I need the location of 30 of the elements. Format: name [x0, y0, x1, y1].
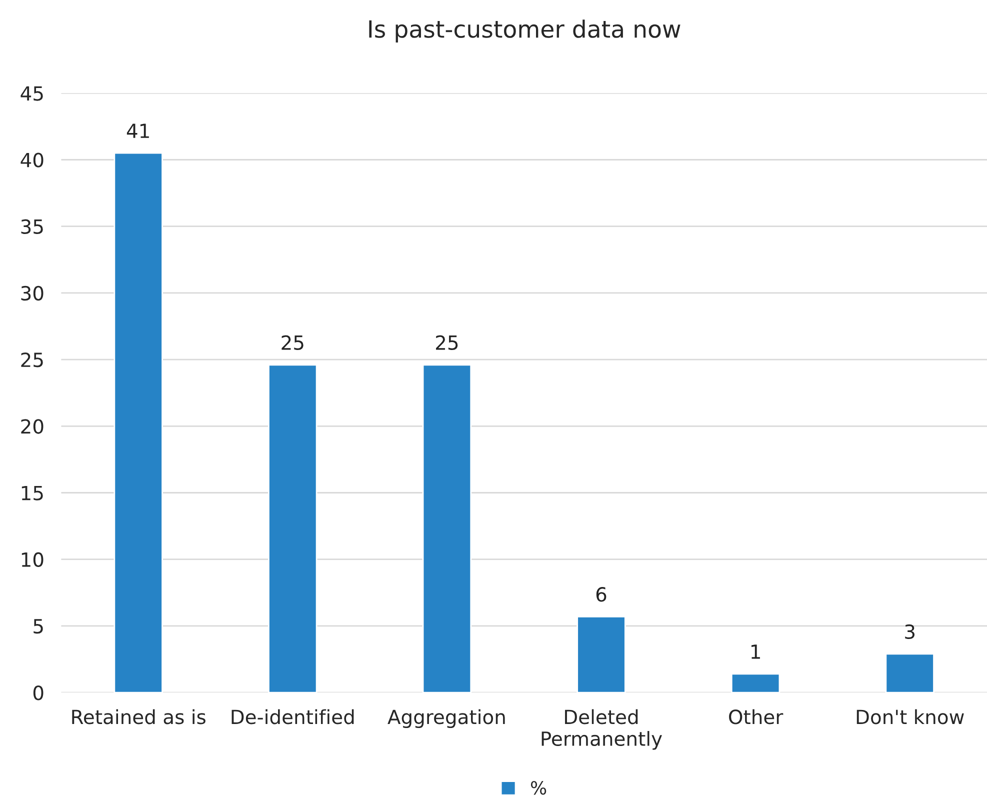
data-label: 25 — [282, 335, 304, 350]
data-label: 1 — [752, 644, 760, 659]
data-label: 25 — [436, 335, 458, 350]
data-label: 6 — [596, 587, 606, 602]
x-tick-label: Aggregation — [388, 709, 505, 728]
data-label: 3 — [905, 624, 914, 640]
legend-label: % — [530, 781, 546, 795]
y-tick-label: 30 — [21, 286, 44, 301]
x-tick-label: Other — [729, 709, 784, 724]
x-tick-label: Retained as is — [72, 709, 206, 724]
y-tick-label: 10 — [22, 552, 44, 568]
x-tick-label: Don't know — [856, 709, 964, 724]
bar — [576, 616, 626, 693]
bar — [114, 152, 163, 693]
y-tick-label: 40 — [20, 152, 44, 168]
bar — [730, 673, 780, 693]
x-tick-label: Deleted Permanently — [542, 709, 662, 750]
y-tick-label: 20 — [21, 419, 44, 434]
y-tick-label: 35 — [21, 219, 43, 234]
y-tick-label: 15 — [22, 486, 43, 500]
bar — [422, 364, 472, 693]
x-tick-label: De-identified — [232, 709, 354, 724]
chart-title: Is past-customer data now — [369, 20, 680, 43]
data-label: 41 — [126, 124, 149, 138]
y-tick-label: 0 — [33, 686, 44, 700]
y-tick-label: 5 — [34, 619, 43, 634]
y-tick-label: 45 — [20, 86, 43, 101]
y-tick-label: 25 — [21, 352, 43, 368]
bar — [885, 653, 934, 693]
bar — [268, 364, 318, 693]
